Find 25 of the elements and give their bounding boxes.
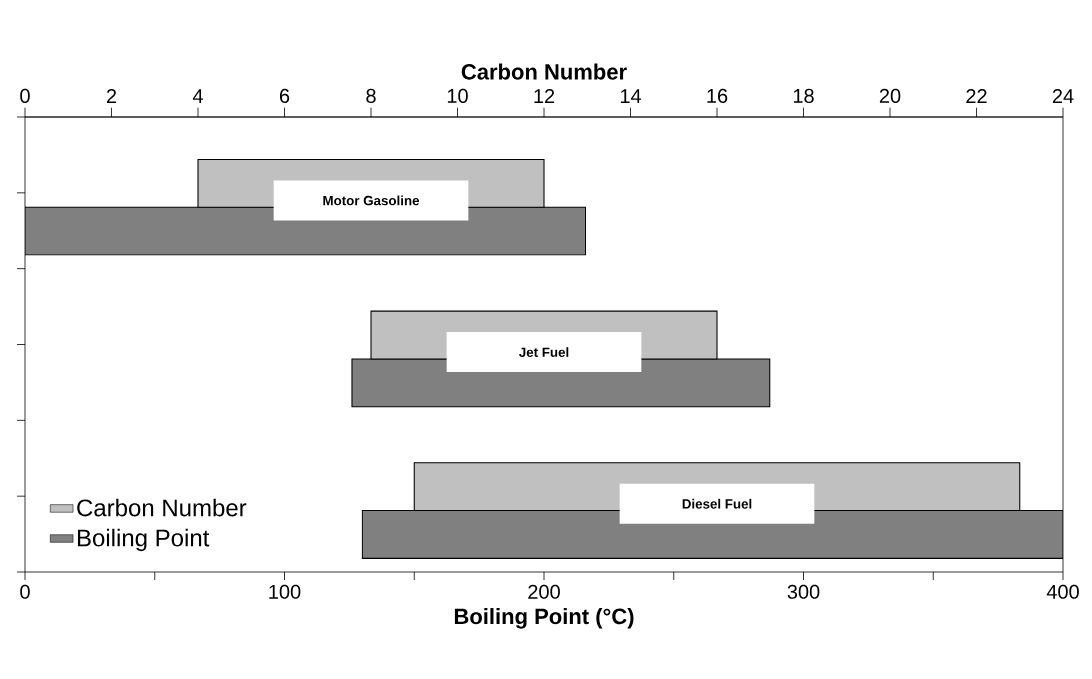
x2-tick-label: 6 bbox=[279, 88, 290, 103]
x2-tick-label: 12 bbox=[534, 88, 555, 103]
x-tick-label: 300 bbox=[787, 584, 820, 599]
legend-label: Boiling Point bbox=[77, 528, 210, 552]
x-axis-title: Boiling Point (°C) bbox=[454, 608, 634, 629]
x2-tick-label: 10 bbox=[447, 88, 468, 103]
x2-tick-label: 20 bbox=[879, 88, 901, 103]
x-tick-label: 0 bbox=[20, 584, 30, 599]
y-tick-label: Diesel Fuel bbox=[682, 498, 752, 509]
x2-tick-label: 8 bbox=[366, 88, 376, 103]
legend-label: Carbon Number bbox=[77, 498, 247, 517]
x2-tick-label: 4 bbox=[192, 89, 203, 103]
x2-tick-label: 14 bbox=[620, 89, 642, 103]
y-tick-label: Jet Fuel bbox=[519, 347, 569, 357]
x2-tick-label: 22 bbox=[966, 88, 987, 103]
x2-tick-label: 0 bbox=[20, 88, 30, 103]
x-tick-label: 400 bbox=[1046, 584, 1079, 599]
x2-tick-label: 24 bbox=[1052, 88, 1074, 103]
x2-tick-label: 2 bbox=[106, 88, 117, 103]
x-tick-label: 200 bbox=[528, 584, 560, 599]
x2-tick-label: 18 bbox=[793, 88, 814, 103]
x2-tick-label: 16 bbox=[707, 88, 728, 103]
x-tick-label: 100 bbox=[269, 584, 301, 599]
x2-axis-title: Carbon Number bbox=[461, 63, 627, 80]
y-tick-label: Motor Gasoline bbox=[323, 195, 420, 206]
